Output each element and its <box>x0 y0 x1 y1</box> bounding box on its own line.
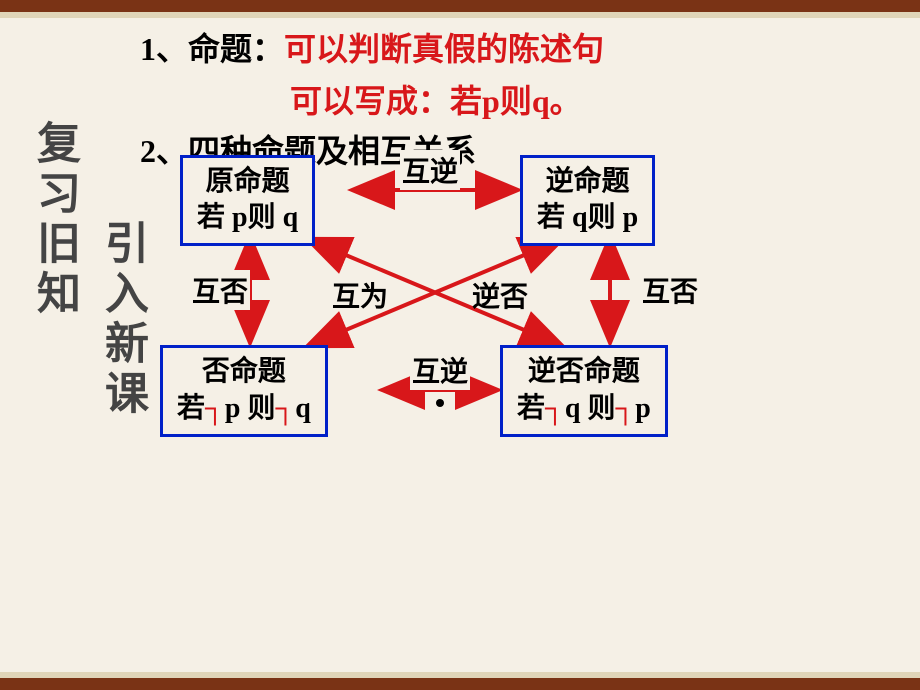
heading-1-line2: 可以写成：若p则q。 <box>140 77 900 125</box>
content-area: 1、命题：可以判断真假的陈述句 可以写成：若p则q。 2、四种命题及相互关系 <box>140 25 900 175</box>
sidebar-outer: 复习旧知 <box>22 120 86 320</box>
proposition-diagram: 原命题 若 p则 q 逆命题 若 q则 p 否命题 若┐p 则┐q 逆否命题 若… <box>160 155 880 495</box>
label-huni-bottom: 互逆 <box>410 350 470 390</box>
node-contra-form: 若┐q 则┐p <box>517 390 651 427</box>
h1-l2-pre: 可以写成： <box>290 83 450 119</box>
node-converse-title: 逆命题 <box>537 164 638 200</box>
h1-label: 命题： <box>188 31 284 67</box>
h1-def: 可以判断真假的陈述句 <box>284 31 604 67</box>
node-original-form: 若 p则 q <box>197 200 298 236</box>
label-hufou-left: 互否 <box>190 270 250 310</box>
label-huni-top: 互逆 <box>400 150 460 190</box>
heading-1: 1、命题：可以判断真假的陈述句 <box>140 25 900 73</box>
bottom-frame <box>0 678 920 690</box>
node-converse: 逆命题 若 q则 p <box>520 155 655 246</box>
center-dot <box>436 399 444 407</box>
label-hufou-right: 互否 <box>640 270 700 310</box>
h1-l2-body: 若p则q。 <box>450 83 582 119</box>
node-original-title: 原命题 <box>197 164 298 200</box>
node-original: 原命题 若 p则 q <box>180 155 315 246</box>
node-contra-title: 逆否命题 <box>517 354 651 390</box>
label-huwei: 互为 <box>330 275 390 315</box>
label-nifou: 逆否 <box>470 275 530 315</box>
sidebar-inner: 引入新课 <box>90 220 154 420</box>
node-inverse: 否命题 若┐p 则┐q <box>160 345 328 437</box>
node-inverse-form: 若┐p 则┐q <box>177 390 311 427</box>
node-contrapositive: 逆否命题 若┐q 则┐p <box>500 345 668 437</box>
top-frame <box>0 0 920 12</box>
h1-num: 1、 <box>140 31 188 67</box>
node-converse-form: 若 q则 p <box>537 200 638 236</box>
node-inverse-title: 否命题 <box>177 354 311 390</box>
